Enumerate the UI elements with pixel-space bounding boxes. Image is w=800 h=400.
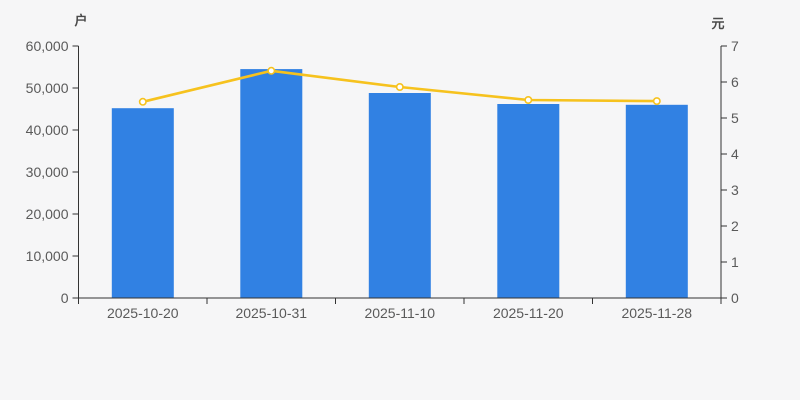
bar-2025-11-20[interactable]: [497, 104, 560, 298]
right-axis-tick-label: 2: [731, 218, 739, 234]
right-axis-tick-label: 7: [731, 38, 739, 54]
left-axis-tick-label: 20,000: [26, 206, 69, 222]
right-axis-tick-label: 1: [731, 254, 739, 270]
right-axis-tick-label: 0: [731, 290, 739, 306]
x-axis-category-label: 2025-11-20: [493, 305, 564, 321]
bar-2025-10-20[interactable]: [111, 108, 174, 298]
right-axis-tick-label: 4: [731, 146, 739, 162]
x-axis-category-label: 2025-10-20: [107, 305, 179, 321]
right-axis-tick-label: 5: [731, 110, 739, 126]
bar-2025-10-31[interactable]: [240, 69, 303, 298]
left-axis-tick-label: 50,000: [26, 80, 69, 96]
left-axis-tick-label: 30,000: [26, 164, 69, 180]
x-axis-category-label: 2025-10-31: [235, 305, 307, 321]
right-axis-tick-label: 6: [731, 74, 739, 90]
bar-2025-11-10[interactable]: [368, 93, 431, 298]
x-axis-category-label: 2025-11-28: [621, 305, 692, 321]
line-point-2025-10-20[interactable]: [138, 97, 147, 106]
line-point-2025-11-10[interactable]: [395, 83, 404, 92]
right-axis-unit-label: 元: [711, 16, 725, 31]
left-axis-tick-label: 10,000: [26, 248, 69, 264]
x-axis-category-label: 2025-11-10: [364, 305, 435, 321]
left-axis-tick-label: 40,000: [26, 122, 69, 138]
bar-2025-11-28[interactable]: [625, 104, 688, 298]
right-axis-tick-label: 3: [731, 182, 739, 198]
line-point-2025-11-20[interactable]: [524, 96, 533, 105]
left-axis-tick-label: 60,000: [26, 38, 69, 54]
line-point-2025-11-28[interactable]: [652, 97, 661, 106]
left-axis-unit-label: 户: [74, 13, 88, 28]
line-point-2025-10-31[interactable]: [267, 66, 276, 75]
left-axis-tick-label: 0: [61, 290, 69, 306]
